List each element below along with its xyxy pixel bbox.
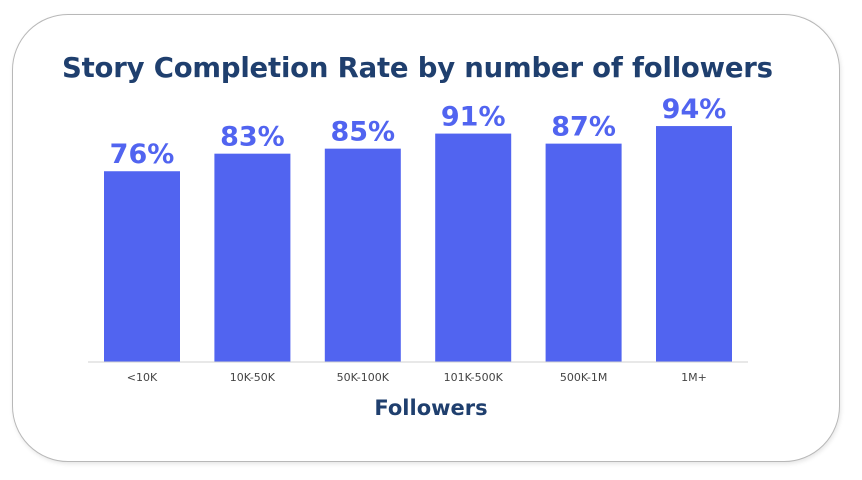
bar-2 (324, 148, 401, 362)
x-tick-label-0: <10K (127, 371, 158, 384)
bar-value-label-5: 94% (662, 94, 727, 125)
x-tick-label-1: 10K-50K (230, 371, 276, 384)
bar-3 (435, 133, 512, 362)
bar-1 (214, 153, 291, 362)
bar-value-label-3: 91% (441, 102, 506, 133)
bar-5 (656, 126, 732, 362)
bar-value-label-1: 83% (220, 122, 285, 153)
x-tick-label-3: 101K-500K (444, 371, 504, 384)
bars-group: 76% 83% 85% 91% 87% 94% (104, 94, 732, 362)
x-axis-title: Followers (374, 396, 488, 420)
bar-4 (545, 143, 622, 362)
bar-0 (104, 171, 180, 362)
chart-title: Story Completion Rate by number of follo… (62, 52, 773, 84)
bar-value-label-4: 87% (551, 112, 616, 143)
bar-value-label-0: 76% (110, 139, 175, 170)
x-tick-label-4: 500K-1M (560, 371, 608, 384)
x-tick-label-5: 1M+ (681, 371, 707, 384)
x-tick-labels: <10K 10K-50K 50K-100K 101K-500K 500K-1M 1M+ (127, 371, 707, 384)
bar-value-label-2: 85% (330, 117, 395, 148)
x-tick-label-2: 50K-100K (337, 371, 390, 384)
